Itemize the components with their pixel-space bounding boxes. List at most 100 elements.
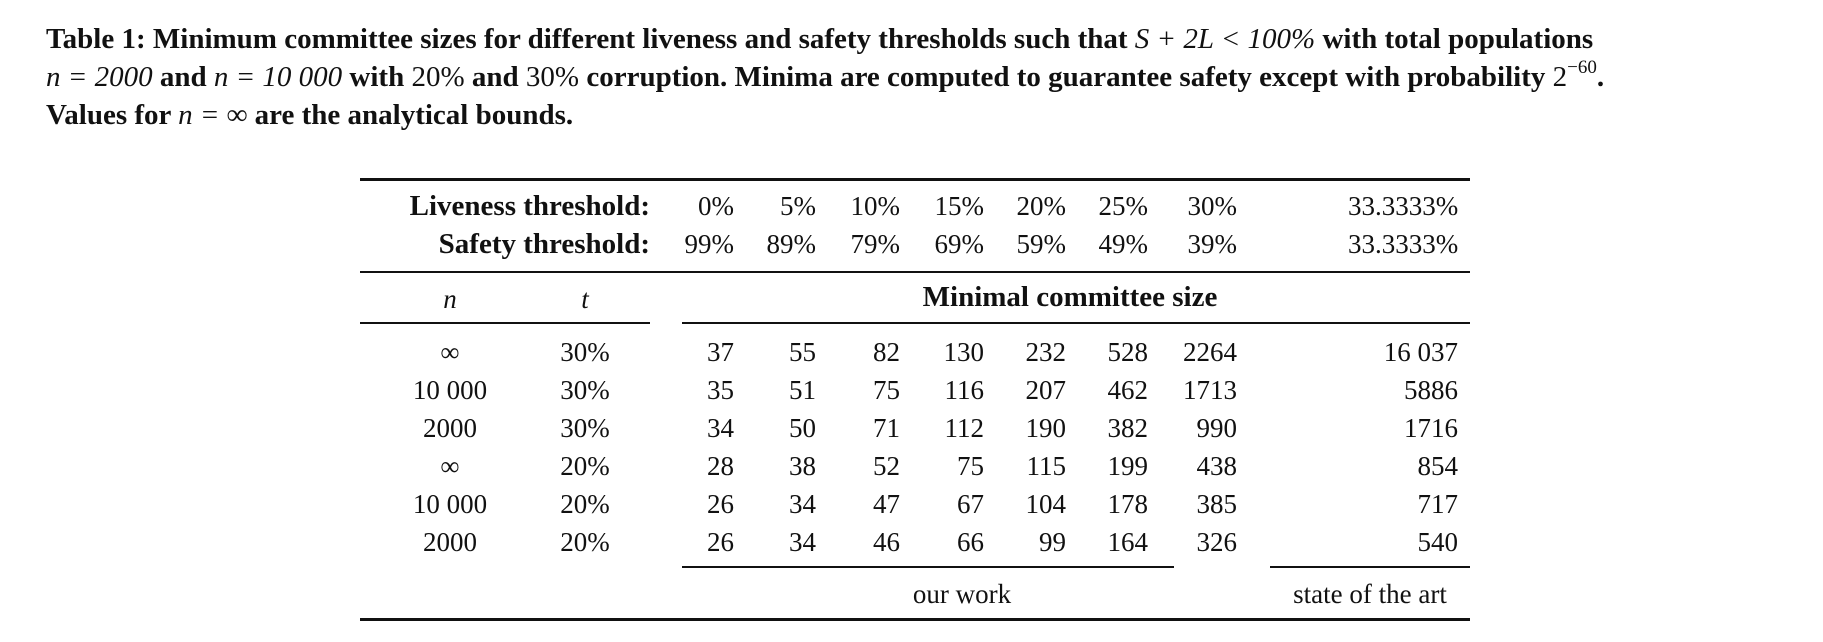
table-cell-committee-size: 1716 — [1404, 413, 1458, 443]
table-row-n: ∞ — [440, 451, 460, 481]
table-cell-committee-size: 112 — [944, 413, 985, 443]
table-cell-committee-size: 38 — [789, 451, 816, 481]
table-cell-committee-size: 528 — [1107, 337, 1149, 367]
table-cell-committee-size: 5886 — [1404, 375, 1458, 405]
safety-threshold-value: 39% — [1187, 229, 1238, 259]
liveness-threshold-value: 30% — [1187, 191, 1238, 221]
table-cell-committee-size: 130 — [943, 337, 985, 367]
table-row-t: 30% — [560, 375, 610, 405]
table-cell-committee-size: 34 — [707, 413, 734, 443]
header-mid-rule — [360, 271, 1470, 273]
table-cell-committee-size: 75 — [957, 451, 984, 481]
caption-math: n = 10 000 — [213, 61, 343, 93]
safety-threshold-value: 33.3333% — [1348, 229, 1459, 259]
table-cell-committee-size: 66 — [957, 527, 984, 557]
caption-math-exponent: −60 — [1567, 57, 1597, 79]
table-cell-committee-size: 326 — [1196, 527, 1238, 557]
top-rule — [360, 178, 1470, 181]
table-cell-committee-size: 50 — [789, 413, 816, 443]
liveness-threshold-value: 0% — [698, 191, 734, 221]
table-cell-committee-size: 438 — [1196, 451, 1238, 481]
table-cell-committee-size: 55 — [789, 337, 816, 367]
liveness-threshold-value: 20% — [1016, 191, 1067, 221]
table-cell-committee-size: 104 — [1025, 489, 1067, 519]
table-cell-committee-size: 164 — [1107, 527, 1149, 557]
table-cell-committee-size: 540 — [1417, 527, 1459, 557]
table-cell-committee-size: 34 — [789, 489, 816, 519]
table-row-n: 2000 — [423, 527, 477, 557]
liveness-threshold-value: 10% — [850, 191, 901, 221]
table-row-t: 20% — [560, 527, 610, 557]
caption-text: Table 1: Minimum committee sizes for dif… — [46, 23, 1128, 55]
table-cell-committee-size: 26 — [707, 527, 734, 557]
caption-math-base: 2 — [1552, 61, 1568, 93]
caption-text: . — [1596, 61, 1605, 93]
caption-math: n = ∞ — [178, 99, 248, 131]
table-cell-committee-size: 67 — [957, 489, 984, 519]
table-cell-committee-size: 75 — [873, 375, 900, 405]
liveness-threshold-value: 33.3333% — [1348, 191, 1459, 221]
caption-math: 2−60 — [1552, 58, 1597, 93]
group-header-rule — [682, 322, 1470, 324]
table-row-t: 30% — [560, 413, 610, 443]
table-cell-committee-size: 190 — [1025, 413, 1067, 443]
table-row-t: 30% — [560, 337, 610, 367]
table-cell-committee-size: 178 — [1107, 489, 1149, 519]
table-row-n: 2000 — [423, 413, 477, 443]
safety-threshold-value: 99% — [684, 229, 735, 259]
table-caption: Table 1: Minimum committee sizes for dif… — [46, 20, 1806, 134]
caption-text: and — [159, 61, 207, 93]
caption-math: 30% — [525, 61, 580, 93]
liveness-threshold-value: 5% — [780, 191, 816, 221]
table-cell-committee-size: 51 — [789, 375, 816, 405]
group-header-minimal-committee-size: Minimal committee size — [922, 281, 1218, 313]
safety-threshold-value: 79% — [850, 229, 901, 259]
table-cell-committee-size: 28 — [707, 451, 734, 481]
table-cell-committee-size: 462 — [1107, 375, 1149, 405]
safety-threshold-value: 49% — [1098, 229, 1149, 259]
table-row-n: 10 000 — [412, 375, 488, 405]
table-cell-committee-size: 52 — [873, 451, 900, 481]
table-cell-committee-size: 47 — [873, 489, 900, 519]
safety-threshold-value: 69% — [934, 229, 985, 259]
table-cell-committee-size: 2264 — [1183, 337, 1237, 367]
caption-text: are the analytical bounds. — [254, 99, 574, 131]
liveness-threshold-label: Liveness threshold: — [409, 190, 650, 222]
caption-math: n = 2000 — [46, 61, 153, 93]
table-cell-committee-size: 99 — [1039, 527, 1066, 557]
table-cell-committee-size: 1713 — [1183, 375, 1237, 405]
caption-math: S + 2L < 100% — [1134, 23, 1316, 55]
table-cell-committee-size: 116 — [944, 375, 985, 405]
table-row-t: 20% — [560, 489, 610, 519]
table-cell-committee-size: 71 — [873, 413, 900, 443]
liveness-threshold-value: 15% — [934, 191, 985, 221]
nt-header-rule — [360, 322, 650, 324]
table-cell-committee-size: 37 — [707, 337, 734, 367]
table-cell-committee-size: 199 — [1107, 451, 1149, 481]
column-header-t: t — [581, 284, 589, 314]
column-header-n: n — [443, 284, 457, 314]
table-cell-committee-size: 385 — [1196, 489, 1238, 519]
table-cell-committee-size: 382 — [1107, 413, 1149, 443]
caption-text: with total populations — [1322, 23, 1594, 55]
table-cell-committee-size: 990 — [1196, 413, 1238, 443]
table-cell-committee-size: 717 — [1417, 489, 1459, 519]
caption-text: and — [471, 61, 519, 93]
sota-footer-rule — [1270, 566, 1470, 568]
table-cell-committee-size: 34 — [789, 527, 816, 557]
caption-text: Values for — [46, 99, 171, 131]
table-cell-committee-size: 232 — [1025, 337, 1067, 367]
table-row-n: 10 000 — [412, 489, 488, 519]
table-cell-committee-size: 115 — [1026, 451, 1067, 481]
table-cell-committee-size: 207 — [1025, 375, 1067, 405]
table-cell-committee-size: 26 — [707, 489, 734, 519]
caption-text: with — [349, 61, 405, 93]
table-cell-committee-size: 854 — [1417, 451, 1459, 481]
safety-threshold-value: 89% — [766, 229, 817, 259]
liveness-threshold-value: 25% — [1098, 191, 1149, 221]
table-row-n: ∞ — [440, 337, 460, 367]
bottom-rule — [360, 618, 1470, 621]
table-cell-committee-size: 35 — [707, 375, 734, 405]
caption-text: corruption. Minima are computed to guara… — [586, 61, 1546, 93]
caption-math: 20% — [411, 61, 465, 93]
